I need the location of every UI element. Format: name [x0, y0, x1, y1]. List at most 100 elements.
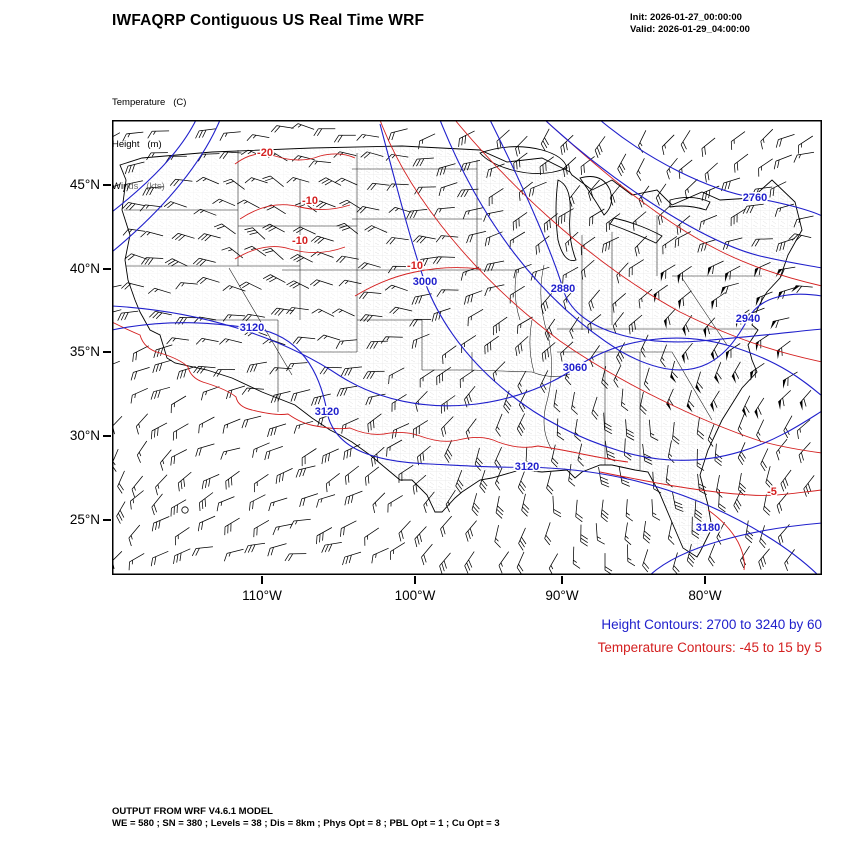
contour-label: 2880	[551, 283, 575, 295]
wind-barb	[312, 527, 336, 545]
wind-barb	[167, 395, 191, 414]
wind-barb	[598, 465, 610, 489]
wind-barb	[128, 366, 153, 381]
state-borders	[124, 150, 762, 470]
map-frame	[112, 120, 822, 575]
wind-barb	[462, 520, 483, 543]
wind-barb	[386, 128, 410, 142]
wind-barb	[132, 413, 154, 435]
legend-temperature: Temperature Contours: -45 to 15 by 5	[597, 640, 822, 655]
wind-barb	[261, 445, 286, 461]
run-info: Init: 2026-01-27_00:00:00 Valid: 2026-01…	[630, 12, 750, 36]
wind-barb	[368, 547, 392, 564]
wind-barb	[313, 128, 336, 137]
wind-barb	[516, 527, 533, 551]
wind-barb	[293, 465, 318, 479]
wind-barb	[678, 129, 697, 153]
wind-barb	[436, 552, 457, 575]
x-axis-tick	[704, 576, 706, 584]
wind-barb	[198, 473, 223, 490]
wind-barb	[288, 518, 312, 529]
wind-barb	[470, 492, 484, 517]
wind-barb	[794, 135, 818, 155]
weather-map: 2760 2880 2940 3000 3060 3120 3120 3120 3180 -20 -…	[98, 119, 823, 577]
y-axis-tick	[103, 519, 111, 521]
wind-barb	[150, 359, 174, 374]
wind-barb	[542, 521, 558, 546]
valid-time: Valid: 2026-01-29_04:00:00	[630, 24, 750, 35]
y-axis-label: 35°N	[69, 344, 100, 359]
wind-barb	[514, 551, 531, 575]
wind-barb	[148, 550, 172, 567]
wind-barb	[580, 524, 589, 547]
model-footer: OUTPUT FROM WRF V4.6.1 MODEL WE = 580 ; …	[112, 806, 500, 830]
wind-barb	[494, 495, 507, 519]
wind-barb	[740, 395, 757, 419]
contour-label: 2760	[743, 192, 767, 204]
wind-barb	[195, 492, 218, 512]
wind-barb	[134, 440, 154, 464]
wind-barb	[671, 552, 685, 576]
wind-barb	[128, 475, 149, 498]
wind-barb	[250, 473, 273, 493]
wind-barb	[341, 465, 364, 486]
contour-label: 3120	[515, 461, 539, 473]
x-axis-label: 80°W	[688, 588, 722, 603]
wind-barb	[239, 415, 264, 429]
county-texture	[120, 146, 802, 557]
contour-label: 3120	[315, 406, 339, 418]
wind-barb	[706, 543, 722, 567]
wind-barb	[737, 472, 749, 496]
us-outline	[119, 145, 803, 558]
wind-barb	[635, 129, 653, 154]
wind-barb	[627, 543, 636, 567]
wind-barb	[360, 527, 384, 547]
wind-barb	[386, 542, 410, 561]
wind-barb	[737, 545, 756, 569]
wind-barb	[437, 515, 458, 538]
wind-barb	[245, 494, 270, 512]
wind-barb	[546, 553, 565, 577]
wind-barb	[116, 310, 140, 322]
wind-barb	[493, 524, 506, 549]
contour-label: -20	[257, 147, 273, 159]
wind-barb	[640, 548, 655, 573]
wind-barb	[792, 151, 816, 164]
contour-label: 3000	[413, 276, 437, 288]
wind-barb	[714, 474, 727, 499]
footer-model: OUTPUT FROM WRF V4.6.1 MODEL	[112, 806, 273, 817]
x-axis-label: 90°W	[545, 588, 579, 603]
wind-barb	[127, 387, 152, 404]
wind-barb	[773, 340, 796, 360]
wind-barb	[265, 543, 289, 557]
wind-barb	[194, 515, 219, 532]
wind-barb	[167, 449, 191, 466]
wind-barb	[156, 449, 178, 472]
wind-barb	[264, 423, 289, 438]
wind-barb	[174, 471, 197, 492]
wind-barb	[241, 387, 265, 397]
wind-barb	[778, 371, 802, 390]
wind-barb	[318, 448, 343, 465]
wind-barb	[291, 121, 315, 137]
contour-label: -10	[292, 235, 308, 247]
wind-barb	[751, 397, 771, 420]
wind-barb	[520, 493, 533, 517]
wind-barb	[339, 551, 364, 566]
y-axis-tick	[103, 435, 111, 437]
wind-barb	[221, 470, 245, 491]
wind-barb	[623, 522, 635, 546]
wind-barb	[757, 128, 779, 150]
wind-barb	[625, 498, 635, 522]
wind-barb	[757, 524, 772, 549]
calm-wind-icon	[181, 506, 189, 514]
wind-barb	[697, 137, 721, 158]
init-time: Init: 2026-01-27_00:00:00	[630, 12, 742, 23]
contour-label: 2940	[736, 313, 760, 325]
x-axis-tick	[414, 576, 416, 584]
wind-barb	[755, 548, 776, 571]
wind-barb	[538, 128, 556, 152]
wind-barb	[674, 159, 698, 180]
wind-barb	[194, 416, 219, 434]
wind-barb	[246, 133, 270, 145]
